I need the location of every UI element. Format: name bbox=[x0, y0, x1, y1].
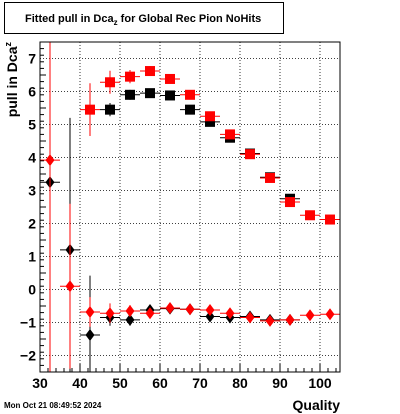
y-tick-label: 0 bbox=[28, 282, 36, 298]
series-1 bbox=[80, 66, 340, 225]
data-point-square bbox=[105, 77, 115, 88]
y-tick-label: −1 bbox=[20, 315, 36, 331]
data-point-diamond bbox=[125, 304, 135, 317]
y-tick-label: −2 bbox=[20, 348, 36, 364]
data-point-diamond bbox=[245, 311, 255, 324]
data-point-diamond bbox=[225, 307, 235, 320]
series-3 bbox=[40, 42, 340, 372]
chart-title-main: Fitted pull in Dca bbox=[25, 13, 114, 25]
data-point-square bbox=[125, 89, 135, 100]
x-tick-label: 70 bbox=[192, 375, 208, 391]
y-tick-label: 6 bbox=[28, 84, 36, 100]
chart-title-box: Fitted pull in Dcaz for Global Rec Pion … bbox=[4, 2, 284, 34]
data-point-square bbox=[245, 149, 255, 160]
data-point-square bbox=[205, 116, 215, 127]
data-series bbox=[40, 42, 340, 372]
y-tick-label: 1 bbox=[28, 249, 36, 265]
y-tick-label: 3 bbox=[28, 183, 36, 199]
data-point-square bbox=[185, 89, 195, 100]
y-tick-label: 7 bbox=[28, 51, 36, 67]
data-point-diamond bbox=[165, 301, 175, 314]
data-point-diamond bbox=[145, 307, 155, 320]
y-axis-title-subscript: z bbox=[3, 42, 13, 47]
data-point-square bbox=[125, 71, 135, 82]
y-tick-label: 5 bbox=[28, 117, 36, 133]
data-point-diamond bbox=[205, 310, 215, 323]
data-point-diamond bbox=[125, 313, 135, 326]
data-point-diamond bbox=[105, 307, 115, 320]
x-tick-label: 80 bbox=[232, 375, 248, 391]
chart-title-subscript: z bbox=[113, 18, 118, 27]
data-point-square bbox=[105, 104, 115, 115]
x-tick-label: 50 bbox=[112, 375, 128, 391]
data-point-diamond bbox=[325, 308, 335, 321]
y-axis-title: pull in Dcaz bbox=[3, 42, 20, 118]
y-axis-title-main: pull in Dca bbox=[4, 46, 20, 117]
x-tick-label: 30 bbox=[32, 375, 48, 391]
data-point-square bbox=[145, 88, 155, 99]
data-point-diamond bbox=[85, 305, 95, 318]
data-point-square bbox=[185, 104, 195, 115]
data-point-square bbox=[285, 197, 295, 208]
data-point-square bbox=[85, 104, 95, 115]
chart-title: Fitted pull in Dcaz for Global Rec Pion … bbox=[25, 13, 261, 27]
data-point-square bbox=[145, 66, 155, 77]
data-point-diamond bbox=[65, 280, 75, 293]
x-tick-label: 100 bbox=[308, 375, 332, 391]
axes: 30 40 50 60 70 80 90 100 −2 −1 0 1 2 3 4 5 6 7 bbox=[20, 41, 337, 391]
data-point-square bbox=[165, 73, 175, 84]
data-point-square bbox=[265, 172, 275, 183]
y-tick-label: 2 bbox=[28, 216, 36, 232]
timestamp: Mon Oct 21 08:49:52 2024 bbox=[4, 401, 102, 410]
x-tick-label: 60 bbox=[152, 375, 168, 391]
data-marks bbox=[40, 42, 340, 372]
data-point-diamond bbox=[285, 313, 295, 326]
chart-title-rest: for Global Rec Pion NoHits bbox=[117, 13, 262, 25]
y-tick-label: 4 bbox=[28, 150, 36, 166]
data-point-square bbox=[165, 90, 175, 101]
data-point-square bbox=[305, 210, 315, 221]
data-point-diamond bbox=[185, 303, 195, 316]
x-tick-label: 40 bbox=[72, 375, 88, 391]
data-point-square bbox=[225, 129, 235, 140]
data-point-diamond bbox=[305, 309, 315, 322]
data-point-square bbox=[325, 214, 335, 225]
x-axis-title: Quality bbox=[293, 397, 341, 413]
x-tick-label: 90 bbox=[272, 375, 288, 391]
data-point-diamond bbox=[205, 303, 215, 316]
data-point-square bbox=[205, 111, 215, 122]
data-point-diamond bbox=[85, 329, 95, 342]
data-point-diamond bbox=[265, 314, 275, 327]
data-point-diamond bbox=[45, 154, 55, 167]
